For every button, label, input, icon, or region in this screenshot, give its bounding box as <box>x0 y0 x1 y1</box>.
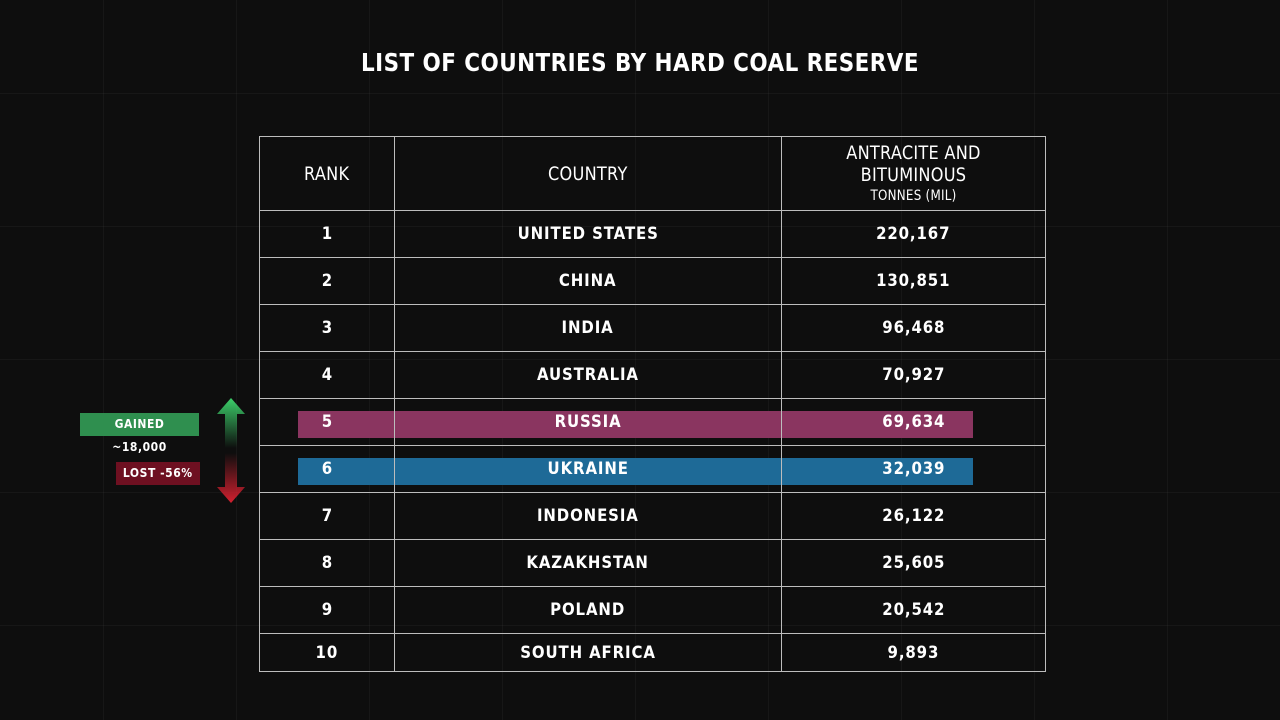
table-row-highlight-ukraine: 6 UKRAINE 32,039 <box>259 445 1046 493</box>
rank-cell: 5 <box>259 398 395 446</box>
table-row: 8 KAZAKHSTAN 25,605 <box>259 539 1046 587</box>
country-cell: AUSTRALIA <box>394 351 782 399</box>
rank-cell: 1 <box>259 210 395 258</box>
country-cell: CHINA <box>394 257 782 305</box>
header-country: COUNTRY <box>394 136 782 211</box>
rank-cell: 3 <box>259 304 395 352</box>
rank-cell: 6 <box>259 445 395 493</box>
value-cell: 20,542 <box>781 586 1046 634</box>
table-header-row: RANK COUNTRY ANTRACITE AND BITUMINOUS TO… <box>259 136 1046 211</box>
country-cell: INDONESIA <box>394 492 782 540</box>
value-cell: 220,167 <box>781 210 1046 258</box>
value-cell: 69,634 <box>781 398 1046 446</box>
header-value-label: ANTRACITE AND BITUMINOUS <box>846 142 981 186</box>
chart-title: LIST OF COUNTRIES BY HARD COAL RESERVE <box>361 48 919 77</box>
value-cell: 9,893 <box>781 633 1046 672</box>
country-cell: INDIA <box>394 304 782 352</box>
table-row: 9 POLAND 20,542 <box>259 586 1046 634</box>
value-cell: 25,605 <box>781 539 1046 587</box>
table-row: 7 INDONESIA 26,122 <box>259 492 1046 540</box>
country-cell: POLAND <box>394 586 782 634</box>
value-cell: 70,927 <box>781 351 1046 399</box>
table-row: 4 AUSTRALIA 70,927 <box>259 351 1046 399</box>
country-cell: UKRAINE <box>394 445 782 493</box>
table-row: 10 SOUTH AFRICA 9,893 <box>259 633 1046 672</box>
rank-cell: 8 <box>259 539 395 587</box>
table-row-highlight-russia: 5 RUSSIA 69,634 <box>259 398 1046 446</box>
rank-cell: 10 <box>259 633 395 672</box>
lost-annotation: LOST -56% <box>116 462 200 485</box>
value-cell: 130,851 <box>781 257 1046 305</box>
header-rank: RANK <box>259 136 395 211</box>
coal-reserve-table: RANK COUNTRY ANTRACITE AND BITUMINOUS TO… <box>259 136 1046 672</box>
table-row: 1 UNITED STATES 220,167 <box>259 210 1046 258</box>
country-cell: UNITED STATES <box>394 210 782 258</box>
value-cell: 26,122 <box>781 492 1046 540</box>
country-cell: SOUTH AFRICA <box>394 633 782 672</box>
gained-annotation: GAINED ~18,000 <box>80 413 199 454</box>
arrow-down-icon <box>217 453 245 503</box>
value-cell: 96,468 <box>781 304 1046 352</box>
header-value: ANTRACITE AND BITUMINOUS TONNES (MIL) <box>781 136 1046 211</box>
rank-cell: 9 <box>259 586 395 634</box>
rank-cell: 7 <box>259 492 395 540</box>
country-cell: KAZAKHSTAN <box>394 539 782 587</box>
table-row: 3 INDIA 96,468 <box>259 304 1046 352</box>
value-cell: 32,039 <box>781 445 1046 493</box>
country-cell: RUSSIA <box>394 398 782 446</box>
header-value-unit: TONNES (MIL) <box>870 188 957 204</box>
rank-cell: 4 <box>259 351 395 399</box>
table-row: 2 CHINA 130,851 <box>259 257 1046 305</box>
arrow-up-icon <box>217 398 245 448</box>
rank-cell: 2 <box>259 257 395 305</box>
